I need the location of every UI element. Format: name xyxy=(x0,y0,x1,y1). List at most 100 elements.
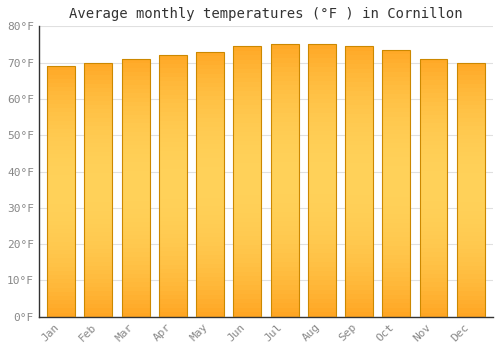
Bar xyxy=(308,258,336,262)
Bar xyxy=(234,254,262,258)
Bar xyxy=(47,108,75,112)
Bar xyxy=(457,63,484,67)
Bar xyxy=(420,308,448,313)
Bar xyxy=(270,172,298,176)
Bar xyxy=(345,303,373,308)
Bar xyxy=(47,66,75,317)
Bar xyxy=(457,63,484,317)
Bar xyxy=(308,262,336,267)
Bar xyxy=(270,217,298,222)
Bar xyxy=(308,162,336,167)
Bar xyxy=(122,115,150,119)
Bar xyxy=(234,51,262,55)
Bar xyxy=(122,274,150,278)
Bar xyxy=(122,149,150,154)
Bar xyxy=(234,209,262,213)
Bar xyxy=(122,291,150,295)
Bar xyxy=(308,285,336,289)
Bar xyxy=(345,87,373,91)
Bar xyxy=(270,144,298,149)
Bar xyxy=(382,121,410,126)
Bar xyxy=(420,291,448,295)
Bar xyxy=(47,158,75,162)
Bar xyxy=(196,83,224,87)
Bar xyxy=(457,253,484,258)
Bar xyxy=(345,258,373,263)
Bar xyxy=(382,183,410,188)
Bar xyxy=(345,132,373,136)
Bar xyxy=(270,135,298,140)
Bar xyxy=(270,190,298,194)
Bar xyxy=(308,158,336,162)
Bar xyxy=(234,154,262,159)
Bar xyxy=(234,127,262,132)
Bar xyxy=(84,202,112,206)
Bar xyxy=(159,251,187,256)
Bar xyxy=(47,300,75,304)
Bar xyxy=(47,79,75,83)
Bar xyxy=(345,150,373,154)
Bar xyxy=(47,196,75,200)
Bar xyxy=(122,205,150,209)
Bar xyxy=(457,245,484,249)
Bar xyxy=(457,75,484,79)
Bar xyxy=(308,190,336,194)
Bar xyxy=(234,303,262,308)
Bar xyxy=(84,211,112,215)
Bar xyxy=(345,236,373,240)
Bar xyxy=(345,308,373,312)
Bar xyxy=(420,261,448,265)
Bar xyxy=(84,279,112,283)
Bar xyxy=(420,231,448,235)
Bar xyxy=(420,196,448,201)
Bar xyxy=(47,191,75,196)
Bar xyxy=(457,181,484,186)
Bar xyxy=(122,89,150,93)
Bar xyxy=(84,206,112,211)
Bar xyxy=(122,265,150,270)
Bar xyxy=(345,267,373,272)
Bar xyxy=(234,299,262,303)
Bar xyxy=(159,108,187,112)
Bar xyxy=(308,217,336,222)
Bar xyxy=(345,96,373,100)
Bar xyxy=(159,278,187,282)
Bar xyxy=(345,254,373,258)
Bar xyxy=(159,282,187,286)
Bar xyxy=(420,188,448,192)
Bar xyxy=(270,90,298,94)
Bar xyxy=(270,153,298,158)
Bar xyxy=(196,303,224,308)
Bar xyxy=(159,121,187,125)
Bar xyxy=(308,121,336,126)
Bar xyxy=(234,218,262,222)
Bar xyxy=(84,63,112,317)
Bar xyxy=(382,126,410,130)
Bar xyxy=(47,284,75,288)
Bar xyxy=(308,99,336,104)
Bar xyxy=(345,82,373,87)
Bar xyxy=(159,125,187,130)
Bar xyxy=(270,199,298,203)
Bar xyxy=(84,304,112,308)
Bar xyxy=(196,273,224,277)
Bar xyxy=(159,199,187,203)
Bar xyxy=(159,304,187,308)
Bar xyxy=(308,131,336,135)
Bar xyxy=(345,60,373,64)
Bar xyxy=(159,147,187,151)
Bar xyxy=(345,146,373,150)
Bar xyxy=(234,182,262,186)
Bar xyxy=(84,232,112,236)
Bar xyxy=(420,102,448,106)
Bar xyxy=(420,63,448,68)
Bar xyxy=(270,63,298,67)
Bar xyxy=(270,249,298,253)
Bar xyxy=(47,246,75,250)
Bar xyxy=(420,274,448,278)
Bar xyxy=(234,285,262,290)
Bar xyxy=(345,127,373,132)
Bar xyxy=(234,272,262,276)
Bar xyxy=(420,136,448,141)
Bar xyxy=(270,231,298,235)
